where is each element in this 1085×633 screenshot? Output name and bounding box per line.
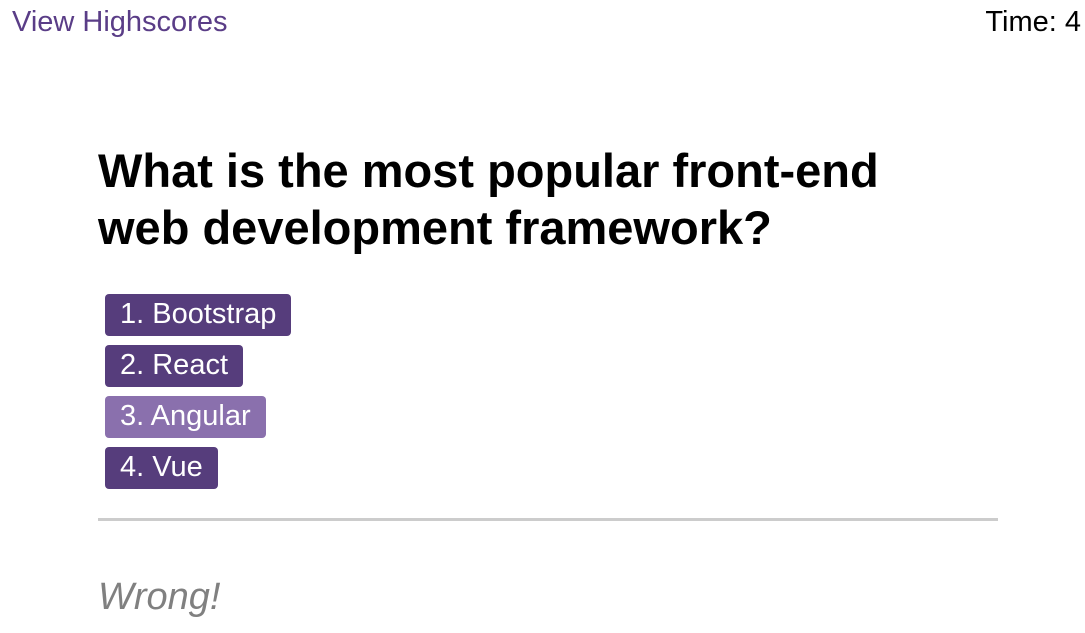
divider — [98, 518, 998, 521]
choice-item: 2. React — [105, 345, 998, 396]
quiz-container: What is the most popular front-end web d… — [98, 142, 998, 498]
timer-value: 4 — [1064, 6, 1081, 38]
view-highscores-link[interactable]: View Highscores — [12, 6, 228, 38]
choice-item: 3. Angular — [105, 396, 998, 447]
choice-list: 1. Bootstrap 2. React 3. Angular 4. Vue — [105, 294, 998, 498]
choice-button-4[interactable]: 4. Vue — [105, 447, 218, 489]
timer-label: Time: — [985, 6, 1065, 38]
choice-button-3[interactable]: 3. Angular — [105, 396, 266, 438]
choice-item: 1. Bootstrap — [105, 294, 998, 345]
choice-button-1[interactable]: 1. Bootstrap — [105, 294, 292, 336]
choice-item: 4. Vue — [105, 447, 998, 498]
answer-feedback: Wrong! — [98, 576, 221, 618]
choice-button-2[interactable]: 2. React — [105, 345, 243, 387]
question-title: What is the most popular front-end web d… — [98, 144, 879, 254]
timer: Time: 4 — [985, 6, 1081, 39]
